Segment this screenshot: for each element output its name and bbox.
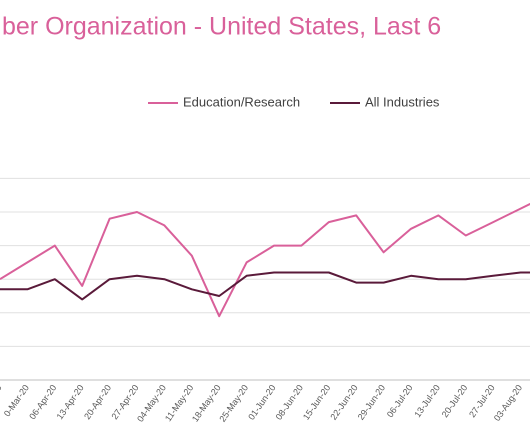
x-tick-label: 06-Jul-20: [385, 383, 415, 419]
chart-title: ber Organization - United States, Last 6: [2, 13, 441, 41]
x-tick-label: 03-Aug-20: [492, 383, 524, 423]
x-tick-label: 0-Mar-20: [2, 383, 31, 419]
legend-label: All Industries: [365, 94, 440, 109]
x-tick-label: -20: [0, 383, 4, 399]
legend-label: Education/Research: [183, 94, 300, 109]
x-tick-label: 20-Jul-20: [440, 383, 470, 419]
x-tick-label: 27-Jul-20: [467, 383, 497, 419]
series-line: [0, 271, 530, 301]
series-line: [0, 202, 530, 318]
x-tick-label: 13-Jul-20: [412, 383, 442, 419]
x-tick-label: 29-Jun-20: [356, 383, 387, 422]
